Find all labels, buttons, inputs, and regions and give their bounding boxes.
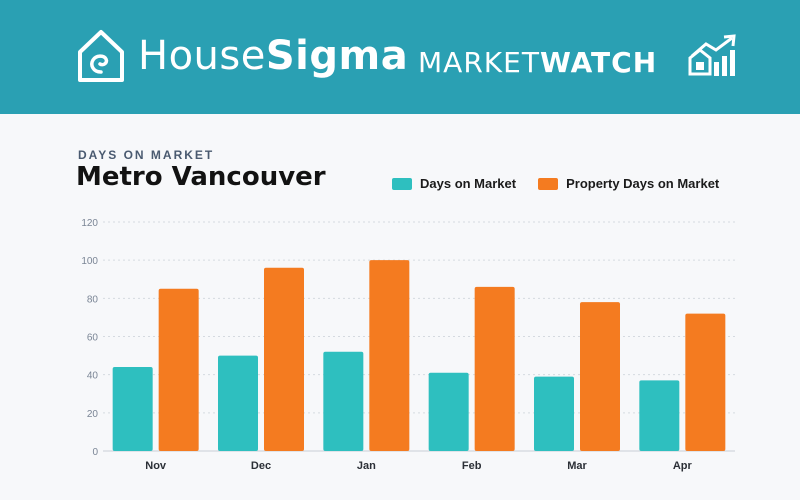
bar-property-days-on-market <box>369 260 410 451</box>
housesigma-logo[interactable]: HouseSigma <box>76 26 408 86</box>
bar-days-on-market <box>218 355 258 451</box>
x-tick-label: Dec <box>251 460 271 472</box>
x-tick-label: Nov <box>145 460 167 472</box>
x-tick-label: Jan <box>357 460 376 472</box>
marketwatch-title: MARKET WATCH <box>418 44 657 80</box>
legend-item-days-on-market: Days on Market <box>392 176 516 191</box>
bar-days-on-market <box>534 376 574 451</box>
y-tick-label: 60 <box>87 333 99 344</box>
y-tick-label: 80 <box>87 294 99 305</box>
chart-title: Metro Vancouver <box>76 162 326 192</box>
brand-name: HouseSigma <box>138 33 408 79</box>
y-tick-label: 40 <box>87 371 99 382</box>
legend-swatch-orange <box>538 177 559 190</box>
x-tick-label: Apr <box>673 460 693 472</box>
chart-kicker: DAYS ON MARKET <box>78 148 215 162</box>
x-tick-label: Feb <box>462 460 482 472</box>
legend-label: Days on Market <box>420 176 517 191</box>
legend-item-property-days-on-market: Property Days on Market <box>538 176 719 191</box>
bar-days-on-market <box>428 372 469 451</box>
bar-days-on-market <box>323 351 364 451</box>
legend-label: Property Days on Market <box>566 176 720 191</box>
bar-property-days-on-market <box>474 286 515 451</box>
bar-property-days-on-market <box>158 288 199 451</box>
y-tick-label: 0 <box>92 447 98 458</box>
house-growth-arrow-icon <box>688 34 736 76</box>
bar-days-on-market <box>639 380 680 451</box>
y-tick-label: 20 <box>87 409 99 420</box>
bar-property-days-on-market <box>580 302 620 451</box>
brand-name-light: House <box>138 33 266 79</box>
header-banner: HouseSigma MARKET WATCH <box>0 0 800 114</box>
house-logo-icon <box>78 30 124 82</box>
y-tick-label: 120 <box>81 218 98 229</box>
bar-property-days-on-market <box>264 267 304 451</box>
brand-name-bold: Sigma <box>265 33 409 79</box>
y-tick-label: 100 <box>81 256 98 267</box>
bar-days-on-market <box>112 367 153 451</box>
bar-property-days-on-market <box>685 313 726 451</box>
x-tick-label: Mar <box>567 460 587 472</box>
chart-legend: Days on Market Property Days on Market <box>392 176 741 191</box>
marketwatch-light: MARKET <box>418 45 540 79</box>
legend-swatch-teal <box>392 177 412 190</box>
marketwatch-bold: WATCH <box>539 45 658 79</box>
